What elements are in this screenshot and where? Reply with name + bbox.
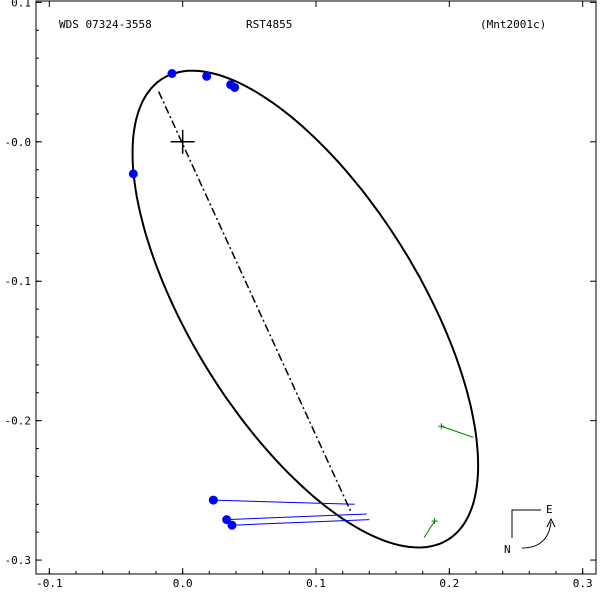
observation-point	[128, 169, 138, 179]
header-right: (Mnt2001c)	[480, 18, 546, 31]
x-tick-label: 0.0	[173, 577, 193, 590]
plot-frame	[35, 0, 597, 575]
observation-point	[208, 495, 218, 505]
x-tick-label: 0.1	[306, 577, 326, 590]
observation-point	[167, 68, 177, 78]
residual-line	[213, 499, 355, 505]
orbit-layer	[131, 69, 480, 549]
x-tick-label: 0.3	[573, 577, 593, 590]
compass: EN	[504, 503, 556, 556]
predicted-residual-line	[441, 425, 474, 438]
observation-point	[230, 82, 240, 92]
y-tick-label: -0.1	[5, 275, 32, 288]
residual-line	[231, 519, 370, 526]
y-tick-label: -0.3	[5, 554, 32, 567]
header-left: WDS 07324-3558	[59, 18, 152, 31]
orbit-ellipse	[131, 69, 480, 549]
observation-point	[202, 71, 212, 81]
compass-axes	[511, 509, 541, 538]
y-tick-label: -0.0	[5, 136, 32, 149]
compass-arrowhead	[546, 517, 556, 528]
x-tick-label: -0.1	[36, 577, 63, 590]
residual-line	[226, 513, 367, 521]
y-tick-label: -0.2	[5, 415, 32, 428]
compass-north-label: N	[504, 543, 511, 556]
observation-point	[227, 520, 237, 530]
axis-ticks: -0.1 0.0 0.1 0.2 0.3 0.1 -0.0 -0.1 -0.2 -0.3	[5, 0, 596, 590]
compass-arrow	[521, 521, 552, 549]
line-of-nodes	[157, 91, 352, 512]
observation-point	[222, 515, 232, 525]
x-tick-label: 0.2	[439, 577, 459, 590]
marks-layer	[128, 68, 474, 539]
compass-east-label: E	[546, 503, 553, 516]
header-center: RST4855	[246, 18, 292, 31]
y-tick-label: 0.1	[11, 0, 31, 9]
predicted-residual-line	[423, 520, 436, 539]
